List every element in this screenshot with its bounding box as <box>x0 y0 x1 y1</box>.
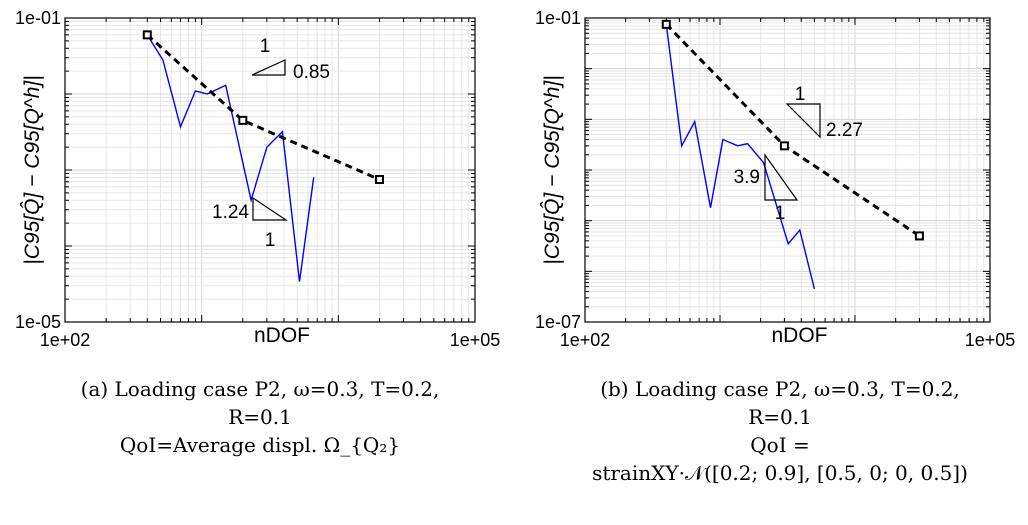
data-point-marker <box>374 174 384 184</box>
series-line-error <box>146 34 315 282</box>
x-tick-label: 1e+02 <box>560 330 611 350</box>
y-tick-label: 1e-01 <box>15 8 61 28</box>
slope-triangle <box>251 59 286 76</box>
slope-run-label: 1 <box>265 230 276 251</box>
caption-a-line-3: QoI=Average displ. Ω_{Q₂} <box>119 433 401 457</box>
slope-run-label: 1 <box>775 203 786 224</box>
x-axis-label: nDOF <box>771 324 827 347</box>
x-axis-label: nDOF <box>254 324 310 347</box>
slope-rise-label: 2.27 <box>826 120 863 141</box>
series-line-reference <box>146 33 381 181</box>
data-point-marker <box>661 19 671 29</box>
caption-b-line-2: R=0.1 <box>748 405 812 429</box>
slope-triangle <box>764 153 799 201</box>
slope-rise-label: 3.9 <box>734 167 760 188</box>
y-axis-label: |C95[Q̂] − C95[Q^h]| <box>21 75 44 264</box>
slope-run-label: 1 <box>260 36 271 57</box>
series-line-error <box>665 24 816 290</box>
y-axis-label: |C95[Q̂] − C95[Q^h]| <box>541 75 564 264</box>
slope-run-label: 1 <box>795 84 806 105</box>
slope-triangle <box>252 196 288 221</box>
chart-panel-b: 1e+02 1e+05 1e-07 1e-01 nDOF |C95[Q̂] − C95[Q… <box>535 8 1015 350</box>
chart-panel-a: 1e+02 1e+05 1e-05 1e-01 nDOF |C95[Q̂] − C95[Q… <box>15 8 500 350</box>
data-point-marker <box>238 115 248 125</box>
caption-b: (b) Loading case P2, ω=0.3, T=0.2, R=0.1… <box>540 375 1020 487</box>
caption-a-line-2: R=0.1 <box>228 405 292 429</box>
y-tick-label: 1e-07 <box>535 312 581 332</box>
caption-a: (a) Loading case P2, ω=0.3, T=0.2, R=0.1… <box>20 375 500 459</box>
slope-rise-label: 1.24 <box>212 202 249 223</box>
x-tick-label: 1e+05 <box>965 330 1016 350</box>
slope-rise-label: 0.85 <box>293 62 330 83</box>
x-tick-label: 1e+05 <box>450 330 501 350</box>
caption-a-line-1: (a) Loading case P2, ω=0.3, T=0.2, <box>80 377 440 401</box>
caption-b-line-1: (b) Loading case P2, ω=0.3, T=0.2, <box>600 377 960 401</box>
y-tick-label: 1e-05 <box>15 312 61 332</box>
data-point-marker <box>914 231 924 241</box>
data-point-marker <box>779 141 789 151</box>
x-tick-label: 1e+02 <box>40 330 91 350</box>
data-point-marker <box>142 30 152 40</box>
slope-triangle <box>785 103 821 139</box>
caption-b-line-4: strainXY·𝒩([0.2; 0.9], [0.5, 0; 0, 0.5]) <box>592 461 968 485</box>
caption-b-line-3: QoI = <box>750 433 810 457</box>
y-tick-label: 1e-01 <box>535 8 581 28</box>
